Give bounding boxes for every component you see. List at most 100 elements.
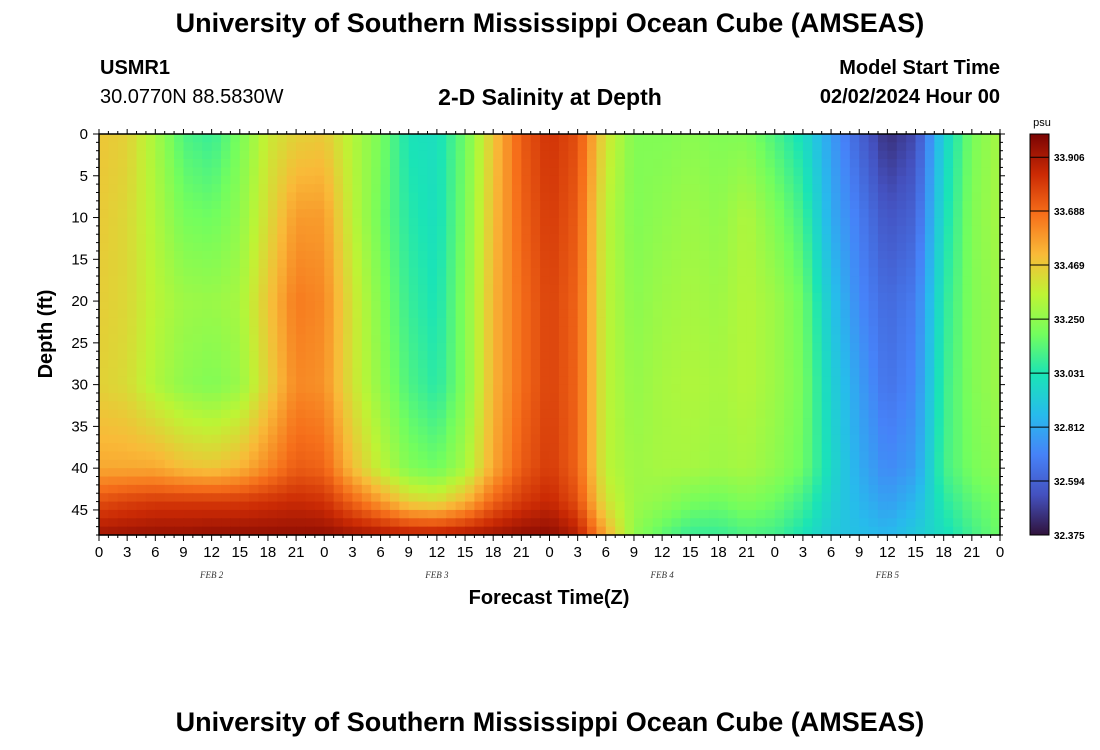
heatmap-cell	[455, 418, 466, 427]
heatmap-cell	[352, 217, 363, 227]
heatmap-cell	[99, 250, 109, 260]
heatmap-cell	[540, 342, 551, 352]
heatmap-cell	[145, 192, 156, 202]
heatmap-cell	[183, 200, 194, 210]
heatmap-cell	[727, 434, 738, 444]
heatmap-cell	[108, 250, 119, 260]
heatmap-cell	[371, 401, 382, 411]
heatmap-cell	[380, 259, 391, 269]
heatmap-cell	[906, 200, 917, 210]
heatmap-cell	[774, 242, 785, 252]
heatmap-cell	[821, 301, 832, 311]
heatmap-cell	[399, 175, 410, 185]
heatmap-cell	[971, 200, 982, 210]
heatmap-cell	[605, 209, 616, 219]
heatmap-cell	[418, 418, 429, 427]
heatmap-cell	[699, 509, 710, 519]
heatmap-cell	[324, 409, 335, 419]
heatmap-cell	[399, 526, 410, 536]
heatmap-cell	[465, 476, 476, 486]
heatmap-cell	[690, 476, 701, 486]
heatmap-cell	[511, 426, 522, 436]
heatmap-cell	[718, 184, 729, 194]
heatmap-cell	[127, 501, 138, 511]
heatmap-cell	[643, 518, 654, 528]
heatmap-cell	[877, 409, 888, 419]
heatmap-cell	[755, 484, 766, 494]
heatmap-cell	[680, 526, 691, 536]
heatmap-cell	[840, 518, 851, 528]
heatmap-cell	[465, 359, 476, 369]
heatmap-cell	[868, 459, 879, 469]
heatmap-cell	[615, 317, 626, 327]
heatmap-cell	[765, 184, 776, 194]
heatmap-cell	[249, 384, 260, 394]
heatmap-cell	[924, 392, 935, 402]
heatmap-cell	[849, 167, 860, 177]
heatmap-cell	[633, 443, 644, 453]
heatmap-cell	[493, 225, 504, 235]
heatmap-cell	[511, 484, 522, 494]
heatmap-cell	[192, 276, 203, 285]
heatmap-cell	[699, 351, 710, 361]
heatmap-cell	[380, 167, 391, 177]
heatmap-cell	[202, 242, 213, 252]
heatmap-cell	[540, 392, 551, 402]
heatmap-cell	[389, 451, 400, 461]
heatmap-cell	[314, 225, 325, 235]
heatmap-cell	[258, 184, 269, 194]
heatmap-cell	[633, 493, 644, 503]
heatmap-cell	[211, 376, 222, 386]
heatmap-cell	[774, 426, 785, 436]
heatmap-cell	[849, 192, 860, 202]
heatmap-cell	[671, 418, 682, 427]
heatmap-cell	[221, 259, 231, 269]
heatmap-cell	[577, 476, 588, 486]
heatmap-cell	[258, 351, 269, 361]
heatmap-cell	[680, 359, 691, 369]
heatmap-cell	[221, 459, 231, 469]
heatmap-cell	[305, 509, 316, 519]
heatmap-cell	[737, 359, 748, 369]
heatmap-cell	[446, 501, 457, 511]
heatmap-cell	[774, 518, 785, 528]
heatmap-cell	[690, 259, 701, 269]
heatmap-cell	[314, 292, 325, 302]
heatmap-cell	[352, 159, 363, 169]
heatmap-cell	[436, 150, 447, 160]
heatmap-cell	[183, 259, 194, 269]
heatmap-cell	[483, 184, 494, 194]
heatmap-cell	[530, 501, 541, 511]
heatmap-cell	[990, 209, 1001, 219]
heatmap-cell	[277, 326, 288, 336]
heatmap-cell	[633, 276, 644, 285]
heatmap-cell	[314, 401, 325, 411]
heatmap-cell	[671, 301, 682, 311]
heatmap-cell	[446, 493, 457, 503]
heatmap-cell	[436, 392, 447, 402]
heatmap-cell	[493, 276, 504, 285]
heatmap-cell	[521, 376, 532, 386]
heatmap-cell	[953, 175, 964, 185]
heatmap-cell	[774, 376, 785, 386]
heatmap-cell	[802, 384, 813, 394]
heatmap-cell	[286, 175, 297, 185]
heatmap-cell	[943, 484, 954, 494]
footer-title: University of Southern Mississippi Ocean…	[175, 707, 925, 737]
heatmap-cell	[755, 167, 766, 177]
heatmap-cell	[662, 326, 673, 336]
heatmap-cell	[746, 376, 757, 386]
heatmap-cell	[896, 468, 907, 478]
heatmap-cell	[746, 484, 757, 494]
heatmap-cell	[99, 418, 109, 427]
heatmap-cell	[465, 443, 476, 453]
heatmap-cell	[277, 476, 288, 486]
heatmap-cell	[361, 468, 372, 478]
heatmap-cell	[802, 401, 813, 411]
heatmap-cell	[427, 200, 438, 210]
heatmap-cell	[221, 409, 231, 419]
heatmap-cell	[662, 476, 673, 486]
heatmap-cell	[99, 468, 109, 478]
heatmap-cell	[211, 334, 222, 344]
heatmap-cell	[774, 217, 785, 227]
